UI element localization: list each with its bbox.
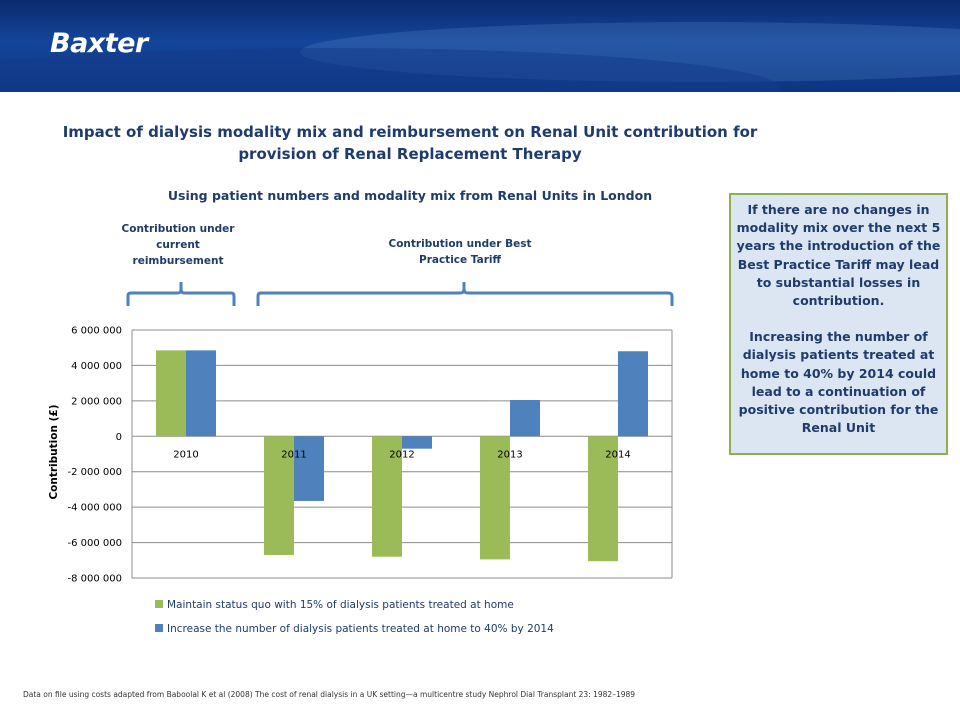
- bar-home-40-2014: [618, 351, 648, 437]
- info-paragraph-1: If there are no changes in modality mix …: [736, 202, 941, 309]
- y-tick-label: -2 000 000: [67, 467, 122, 478]
- info-paragraph-2: Increasing the number of dialysis patien…: [738, 329, 939, 436]
- y-tick-label: 6 000 000: [71, 326, 122, 337]
- y-tick-label: -6 000 000: [67, 538, 122, 549]
- legend-swatch: [155, 624, 163, 632]
- legend-label: Increase the number of dialysis patients…: [167, 623, 554, 635]
- legend-swatch: [155, 600, 163, 608]
- chart-legend: Maintain status quo with 15% of dialysis…: [155, 599, 554, 635]
- y-tick-label: -4 000 000: [67, 503, 122, 514]
- slide-title: Impact of dialysis modality mix and reim…: [62, 123, 758, 163]
- annotation-best-practice-tariff: Contribution under Best Practice Tariff: [388, 238, 532, 266]
- info-box: If there are no changes in modality mix …: [729, 193, 948, 455]
- bar-status-quo-2012: [372, 436, 402, 557]
- y-tick-label: 0: [116, 432, 122, 443]
- x-tick-label: 2011: [281, 449, 306, 460]
- x-tick-label: 2012: [389, 449, 414, 460]
- y-tick-label: 4 000 000: [71, 361, 122, 372]
- legend-label: Maintain status quo with 15% of dialysis…: [167, 599, 514, 611]
- bar-status-quo-2011: [264, 436, 294, 555]
- chart-subtitle: Using patient numbers and modality mix f…: [167, 188, 653, 203]
- bracket-current: [126, 282, 236, 306]
- footnote: Data on file using costs adapted from Ba…: [23, 690, 636, 699]
- y-tick-label: 2 000 000: [71, 396, 122, 407]
- bar-home-40-2012: [402, 436, 432, 449]
- bar-status-quo-2010: [156, 350, 186, 437]
- chart-axis: 6 000 000 4 000 000 2 000 000 0 -2 000 000 -4…: [67, 326, 630, 585]
- bar-status-quo-2013: [480, 436, 510, 560]
- bar-home-40-2010: [186, 350, 216, 437]
- bar-home-40-2013: [510, 399, 540, 437]
- bar-home-40-2011: [294, 436, 324, 501]
- x-tick-label: 2014: [605, 449, 630, 460]
- y-axis-label: Contribution (£): [48, 404, 60, 499]
- header-banner: Baxter: [0, 0, 960, 92]
- baxter-logo: Baxter: [50, 28, 148, 59]
- bar-status-quo-2014: [588, 436, 618, 562]
- bracket-best-practice: [256, 282, 674, 306]
- y-tick-label: -8 000 000: [67, 574, 122, 585]
- x-tick-label: 2013: [497, 449, 522, 460]
- x-tick-label: 2010: [173, 449, 198, 460]
- annotation-current-reimbursement: Contribution under current reimbursement: [121, 223, 235, 267]
- chart-bars: [156, 350, 648, 562]
